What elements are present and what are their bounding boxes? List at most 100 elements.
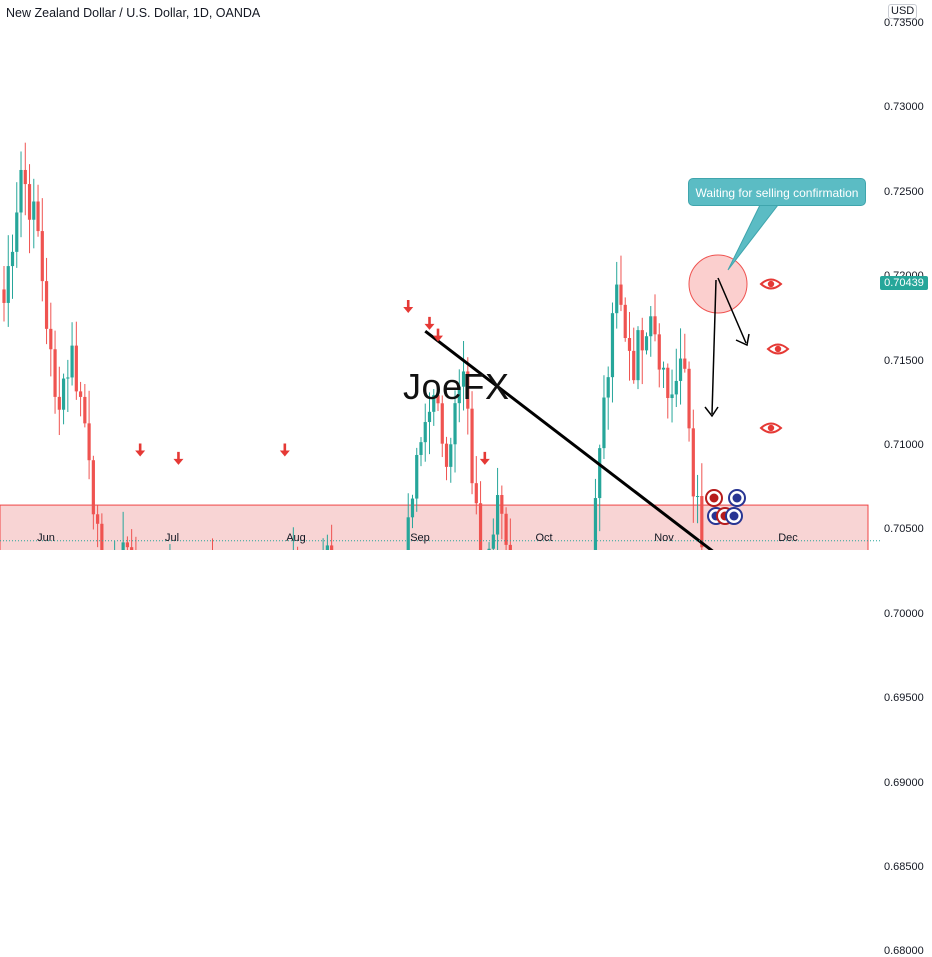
candle-body [602, 397, 606, 449]
candle-body [649, 316, 653, 337]
candle-body [619, 284, 623, 305]
candle-body [36, 201, 40, 232]
candle-body [453, 403, 457, 445]
candle-body [15, 212, 19, 252]
price-tick-label: 0.68000 [884, 945, 924, 957]
eye-pupil-icon [774, 345, 782, 353]
candle-body [2, 289, 6, 303]
candles-layer [2, 142, 704, 550]
candle-body [500, 495, 504, 514]
event-flag-inner-icon [732, 493, 742, 503]
candle-body [74, 345, 78, 392]
candle-body [653, 316, 657, 335]
time-tick-label: Dec [778, 532, 798, 544]
candle-body [100, 523, 104, 550]
candle-body [87, 423, 91, 461]
chart-canvas[interactable] [0, 0, 932, 550]
eye-pupil-icon [767, 424, 775, 432]
candle-body [427, 411, 432, 423]
event-flag-inner-icon [729, 511, 739, 521]
candle-body [6, 266, 10, 303]
down-arrow-marker-icon [173, 451, 184, 465]
time-tick-label: Nov [654, 532, 674, 544]
candle-body [10, 251, 15, 267]
arrow-head-icon [704, 406, 719, 418]
candle-body [125, 542, 129, 548]
candle-body [415, 454, 419, 499]
candle-body [419, 442, 423, 455]
brand-watermark: JoeFX [403, 366, 510, 407]
eye-pupil-icon [767, 280, 775, 288]
candle-body [57, 396, 61, 410]
current-price-tag: 0.70439 [880, 276, 928, 290]
arrow-head-icon [735, 333, 750, 347]
time-tick-label: Aug [286, 532, 306, 544]
candle-body [593, 498, 598, 550]
candle-body [78, 391, 83, 397]
time-tick-label: Jul [164, 532, 180, 544]
candle-body [66, 377, 70, 379]
projection-arrow-down [711, 279, 717, 415]
candle-body [449, 444, 453, 467]
candle-body [330, 545, 334, 550]
candle-body [606, 377, 610, 398]
candle-body [657, 334, 661, 370]
candle-body [49, 328, 53, 350]
candle-body [610, 313, 615, 378]
candle-body [687, 368, 691, 429]
price-tick-label: 0.71000 [884, 439, 924, 451]
candle-body [44, 281, 49, 329]
overlay-layer [0, 204, 880, 550]
price-tick-label: 0.73000 [884, 101, 924, 114]
candle-body [19, 169, 23, 213]
candle-body [683, 358, 687, 369]
candle-body [436, 395, 440, 404]
candle-body [623, 304, 627, 339]
callout-pointer [727, 204, 780, 271]
candle-body [615, 284, 619, 314]
candle-body [678, 358, 683, 381]
candle-body [661, 367, 666, 370]
time-tick-label: Sep [410, 532, 430, 544]
price-tick-label: 0.70500 [884, 523, 924, 536]
candle-body [440, 403, 444, 444]
candle-body [61, 378, 66, 410]
price-tick-label: 0.71500 [884, 354, 924, 367]
candle-body [130, 547, 134, 550]
candle-body [457, 386, 461, 404]
candle-body [466, 371, 470, 409]
down-arrow-marker-icon [479, 451, 490, 465]
symbol-title[interactable]: New Zealand Dollar / U.S. Dollar, 1D, OA… [6, 6, 261, 20]
price-tick-label: 0.72500 [884, 185, 924, 198]
candle-body [666, 367, 670, 399]
candle-body [504, 513, 508, 545]
trendline [424, 330, 714, 550]
down-arrow-marker-icon [424, 316, 435, 330]
candle-body [508, 544, 512, 550]
currency-label[interactable]: USD [888, 4, 918, 19]
callout-note[interactable]: Waiting for selling confirmation [688, 178, 866, 206]
candle-body [444, 443, 449, 467]
candle-body [40, 231, 44, 282]
candle-body [423, 422, 427, 443]
price-tick-label: 0.69500 [884, 692, 924, 705]
candle-body [695, 496, 700, 498]
candle-body [32, 201, 36, 220]
candle-body [644, 336, 649, 351]
candle-body [700, 496, 704, 548]
candle-body [627, 338, 632, 351]
time-tick-label: Oct [535, 532, 553, 544]
candle-body [410, 498, 415, 518]
candle-body [636, 330, 640, 381]
price-tick-label: 0.70000 [884, 607, 924, 620]
time-tick-label: Jun [37, 532, 55, 544]
highlight-circle [688, 254, 748, 314]
down-arrow-marker-icon [279, 443, 290, 457]
candle-body [70, 345, 74, 378]
candle-body [325, 545, 329, 550]
candle-body [406, 517, 410, 550]
down-arrow-marker-icon [403, 299, 414, 313]
event-badges[interactable] [705, 489, 746, 525]
candle-body [632, 350, 636, 381]
candle-body [27, 184, 32, 220]
